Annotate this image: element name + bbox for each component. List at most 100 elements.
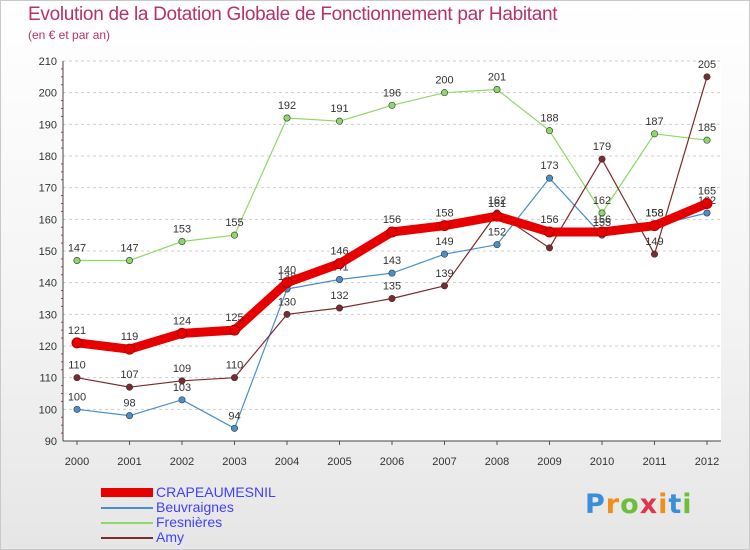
logo-letter: P [585, 489, 606, 520]
data-label: 98 [123, 398, 135, 410]
logo-letter: o [620, 489, 640, 520]
data-point [649, 220, 660, 232]
y-tick-label: 110 [39, 373, 57, 385]
x-tick-label: 2006 [380, 456, 404, 468]
x-tick-label: 2008 [485, 456, 509, 468]
logo-letter: i [682, 489, 693, 520]
data-point [334, 258, 345, 270]
data-point [231, 231, 239, 239]
y-tick-label: 170 [39, 183, 57, 195]
data-label: 107 [120, 369, 138, 381]
x-tick-label: 2007 [432, 456, 456, 468]
data-point [229, 324, 240, 336]
y-tick-label: 180 [39, 151, 57, 163]
data-point [281, 277, 293, 289]
data-label: 121 [68, 325, 86, 337]
legend-label: Fresnières [156, 514, 223, 530]
chart-subtitle: (en € et par an) [28, 28, 111, 42]
data-label: 158 [645, 208, 663, 220]
y-tick-label: 200 [39, 88, 57, 100]
y-tick-label: 90 [45, 436, 57, 448]
data-label: 149 [435, 236, 453, 248]
legend-swatch [101, 488, 153, 497]
legend-label: Amy [156, 529, 184, 545]
y-tick-label: 150 [39, 246, 57, 258]
y-tick-label: 190 [39, 119, 57, 131]
data-point [178, 238, 186, 246]
data-label: 143 [383, 255, 401, 267]
y-tick-label: 120 [39, 341, 57, 353]
data-point [650, 250, 658, 258]
chart-title: Evolution de la Dotation Globale de Fonc… [28, 4, 558, 25]
data-point [388, 269, 396, 277]
x-tick-label: 2002 [170, 456, 194, 468]
data-label: 205 [698, 59, 716, 71]
data-label: 139 [435, 268, 453, 280]
data-point [650, 130, 658, 138]
data-label: 100 [68, 391, 86, 403]
data-point [126, 383, 134, 391]
x-tick-label: 2004 [275, 456, 299, 468]
data-label: 135 [383, 281, 401, 293]
logo-letter: x [639, 489, 659, 520]
data-point [544, 226, 555, 238]
legend-swatch [101, 537, 153, 539]
data-label: 140 [278, 265, 296, 277]
data-point [71, 337, 83, 349]
data-label: 110 [226, 360, 244, 372]
data-point [440, 89, 448, 97]
y-tick-label: 100 [39, 404, 57, 416]
data-label: 187 [645, 116, 663, 128]
data-point [598, 209, 606, 217]
data-point [178, 377, 186, 385]
data-label: 103 [173, 382, 191, 394]
data-point [598, 155, 606, 163]
data-point [440, 250, 448, 258]
data-label: 185 [698, 122, 716, 134]
legend-item: Amy [101, 529, 321, 545]
data-point [491, 210, 503, 222]
data-label: 147 [120, 243, 138, 255]
data-point [388, 101, 396, 109]
data-label: 191 [330, 103, 348, 115]
y-tick-label: 140 [39, 278, 57, 290]
legend-item: Beuvraignes [101, 499, 321, 515]
data-label: 155 [225, 217, 243, 229]
data-point [386, 226, 398, 238]
data-point [439, 220, 450, 232]
x-tick-label: 2000 [65, 456, 89, 468]
data-label: 109 [173, 363, 191, 375]
data-point [703, 209, 711, 217]
data-point [703, 136, 711, 144]
data-point [124, 343, 135, 355]
data-label: 152 [488, 227, 506, 239]
data-label: 196 [383, 87, 401, 99]
logo-letter: i [658, 489, 669, 520]
data-label: 155 [593, 217, 611, 229]
data-label: 132 [330, 290, 348, 302]
data-label: 146 [330, 246, 348, 258]
data-point [545, 127, 553, 135]
data-point [335, 304, 343, 312]
data-point [545, 244, 553, 252]
data-label: 179 [593, 141, 611, 153]
data-point [388, 294, 396, 302]
data-point [73, 256, 81, 264]
data-label: 161 [488, 198, 506, 210]
data-point [283, 310, 291, 318]
y-tick-label: 210 [39, 56, 57, 68]
data-point [493, 241, 501, 249]
x-tick-label: 2009 [537, 456, 561, 468]
data-label: 188 [540, 113, 558, 125]
y-tick-label: 160 [39, 214, 57, 226]
logo-letter: t [668, 489, 683, 520]
data-label: 200 [435, 75, 453, 87]
legend-label: CRAPEAUMESNIL [156, 484, 276, 500]
x-tick-label: 2001 [117, 456, 141, 468]
x-tick-label: 2003 [222, 456, 246, 468]
legend-item: Fresnières [101, 514, 321, 530]
data-point [335, 275, 343, 283]
data-label: 124 [173, 315, 191, 327]
data-label: 173 [540, 160, 558, 172]
